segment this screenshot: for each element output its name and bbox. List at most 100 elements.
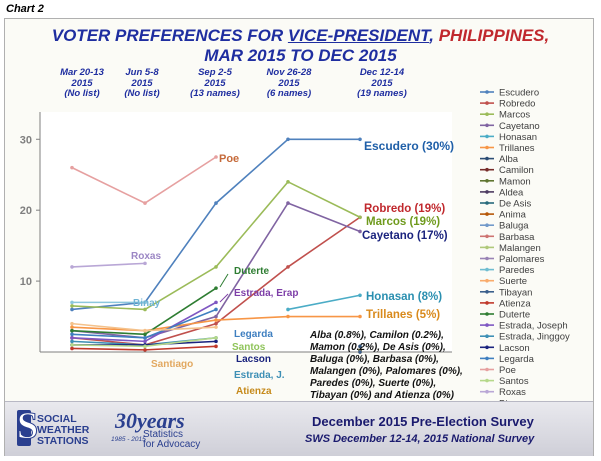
legend-label-mamon: Mamon <box>499 176 531 187</box>
series-point-roxas <box>143 261 147 266</box>
line-label-santiago: Santiago <box>151 359 193 370</box>
series-point-trillanes <box>286 314 290 319</box>
series-point-cayetano <box>358 229 362 234</box>
survey-title: December 2015 Pre-Election Survey <box>312 414 534 429</box>
legend-marker-robredo <box>485 101 489 105</box>
series-point-poe <box>70 165 74 170</box>
series-point-trillanes <box>214 318 218 322</box>
series-point-estrada-jinggoy <box>70 339 74 344</box>
legend-label-paredes: Paredes <box>499 265 535 276</box>
legend-label-atienza: Atienza <box>499 298 531 309</box>
series-point-robredo <box>286 265 290 269</box>
legend-label-alba: Alba <box>499 154 519 165</box>
legend-marker-paredes <box>485 267 489 272</box>
tagline-line: for Advocacy <box>143 439 201 450</box>
legend-label-escudero: Escudero <box>499 88 539 99</box>
line-label-atienza: Atienza <box>236 386 272 397</box>
line-label-poe: Poe <box>219 153 239 165</box>
series-point-cayetano <box>214 314 218 319</box>
legend-label-camilon: Camilon <box>499 165 534 176</box>
legend-label-baluga: Baluga <box>499 221 529 232</box>
line-label-escudero-30: Escudero (30%) <box>364 139 454 153</box>
series-point-duterte <box>143 332 147 337</box>
series-point-trillanes <box>358 314 362 319</box>
legend-label-trillanes: Trillanes <box>499 143 535 154</box>
legend-marker-malangen <box>485 245 489 250</box>
series-point-honasan <box>286 307 290 312</box>
column-header-line: 2015 <box>71 77 93 89</box>
series-point-marcos <box>214 265 218 269</box>
series-point-atienza <box>143 348 147 352</box>
series-point-santiago <box>143 328 147 333</box>
legend-marker-barbasa <box>485 234 489 239</box>
legend-marker-tibayan <box>485 290 489 294</box>
legend-marker-lacson <box>485 345 489 350</box>
legend-marker-trillanes <box>485 145 489 150</box>
series-point-robredo <box>214 321 218 326</box>
legend-label-santos: Santos <box>499 376 529 387</box>
legend-marker-escudero <box>485 90 489 94</box>
column-header-sep: Sep 2-5 2015 (13 names) <box>170 67 260 100</box>
series-point-marcos <box>70 304 74 308</box>
legend-label-palomares: Palomares <box>499 254 545 265</box>
series-point-legarda <box>214 307 218 312</box>
column-header-line: 2015 <box>278 77 300 89</box>
legend-label-aldea: Aldea <box>499 187 524 198</box>
line-label-honasan-8: Honasan (8%) <box>366 291 442 303</box>
series-point-escudero <box>286 137 290 142</box>
y-tick-label: 30 <box>20 134 32 146</box>
legend-marker-poe <box>485 367 489 372</box>
column-header-line: (13 names) <box>190 88 240 99</box>
series-point-estrada-joseph <box>143 339 147 344</box>
series-point-marcos <box>286 180 290 184</box>
series-point-tibayan <box>358 350 362 354</box>
tagline-line: Statistics <box>143 429 184 440</box>
title-part-c: , <box>429 26 439 45</box>
line-label-binay: Binay <box>133 298 161 309</box>
line-label-lacson: Lacson <box>236 354 271 365</box>
legend-marker-estrada-joseph <box>485 323 489 327</box>
legend-label-lacson: Lacson <box>499 343 530 354</box>
legend-marker-aldea <box>485 190 489 194</box>
series-point-lacson <box>214 339 218 344</box>
series-point-duterte <box>214 286 218 290</box>
footer-banner: S SOCIAL WEATHER STATIONS 30years 1985 -… <box>5 401 593 456</box>
legend-marker-anima <box>485 212 489 216</box>
others-note-line: Baluga (0%), Barbasa (0%), <box>310 354 439 365</box>
series-point-atienza <box>70 346 74 351</box>
series-point-atienza <box>214 344 218 349</box>
legend-label-barbasa: Barbasa <box>499 232 535 243</box>
legend-label-anima: Anima <box>499 210 527 221</box>
legend-label-duterte: Duterte <box>499 310 530 321</box>
legend-marker-marcos <box>485 112 489 116</box>
column-header-line: (6 names) <box>266 88 312 99</box>
line-label-duterte: Duterte <box>234 266 269 277</box>
column-header-nov: Nov 26-28 2015 (6 names) <box>244 67 334 100</box>
column-header-line: Jun 5-8 <box>125 67 159 78</box>
series-point-honasan <box>358 293 362 298</box>
title-line-1: VOTER PREFERENCES FOR VICE-PRESIDENT, PH… <box>0 26 601 46</box>
column-header-jun: Jun 5-8 2015 (No list) <box>97 67 187 100</box>
legend-label-marcos: Marcos <box>499 110 530 121</box>
line-label-trillanes-5: Trillanes (5%) <box>366 309 440 321</box>
column-header-line: (No list) <box>124 88 160 99</box>
series-point-marcos <box>358 215 362 220</box>
thirty-years-tagline: Statistics for Advocacy <box>143 430 200 450</box>
series-point-trillanes <box>70 325 74 329</box>
series-point-poe <box>214 155 218 159</box>
legend-marker-estrada-jinggoy <box>485 334 489 339</box>
series-point-roxas <box>70 265 74 269</box>
series-point-marcos <box>143 307 147 312</box>
legend-label-legarda: Legarda <box>499 354 535 365</box>
thirty-years-range: 1985 - 2015 <box>111 436 146 443</box>
series-point-binay <box>70 300 74 305</box>
series-line-honasan <box>287 294 361 311</box>
legend-marker-suerte <box>485 278 489 283</box>
column-header-line: 2015 <box>204 77 226 89</box>
legend-marker-cayetano <box>485 123 489 128</box>
column-header-dec: Dec 12-14 2015 (19 names) <box>337 67 427 100</box>
series-point-santiago <box>70 321 74 326</box>
line-label-estrada-j: Estrada, J. <box>234 370 285 381</box>
series-point-santos <box>214 336 218 340</box>
logo-line: SOCIAL <box>37 413 77 425</box>
